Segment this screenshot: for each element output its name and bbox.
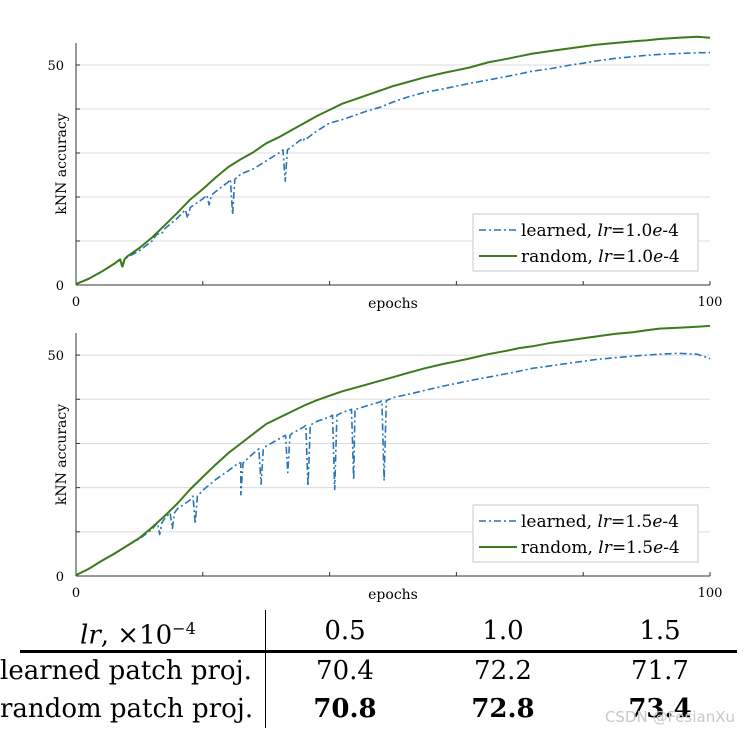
series-line-learned bbox=[75, 51, 710, 285]
series-line-random bbox=[75, 324, 711, 576]
y-tick-label: 50 bbox=[47, 59, 64, 74]
legend-label: random, lr=1.0e-4 bbox=[521, 247, 680, 267]
legend-label: learned, lr=1.5e-4 bbox=[521, 512, 679, 532]
table-rule bbox=[20, 650, 737, 653]
table-row-learned-value-1: 70.4 bbox=[316, 656, 374, 686]
x-tick-label: 0 bbox=[72, 586, 80, 601]
y-tick-label: 0 bbox=[56, 279, 64, 294]
table-row-learned-value-2: 72.2 bbox=[474, 656, 532, 686]
table-row-random-value-1: 70.8 bbox=[313, 694, 377, 724]
x-tick-label: 100 bbox=[698, 586, 723, 601]
series-line-random bbox=[75, 35, 711, 286]
watermark: CSDN @FesianXu bbox=[604, 708, 735, 726]
x-axis-label: epochs bbox=[368, 296, 418, 312]
table-row-learned-value-3: 71.7 bbox=[631, 656, 689, 686]
results-table: lr, ×10−4 0.5 1.0 1.5 learned patch proj… bbox=[0, 608, 755, 738]
x-tick-label: 100 bbox=[698, 295, 723, 310]
y-tick-label: 50 bbox=[47, 349, 64, 364]
y-tick-label: 0 bbox=[56, 570, 64, 585]
y-axis-label: kNN accuracy bbox=[54, 113, 70, 214]
table-header-col-2: 1.0 bbox=[482, 616, 524, 646]
table-row-random-value-3: 73.4 bbox=[628, 694, 692, 724]
table-header-col-1: 0.5 bbox=[324, 616, 366, 646]
table-row-random-label: random patch proj. bbox=[0, 694, 254, 724]
legend-label: learned, lr=1.0e-4 bbox=[521, 221, 679, 241]
legend-box bbox=[472, 504, 699, 563]
x-axis-label: epochs bbox=[368, 587, 418, 603]
table-header-col-3: 1.5 bbox=[639, 616, 681, 646]
table-row-random-value-2: 72.8 bbox=[471, 694, 535, 724]
bottom-plot: 0 100 0 50 epochs kNN accuracy learned, lr=1.5… bbox=[47, 324, 723, 603]
top-plot: 0 100 0 50 epochs kNN accuracy learned, lr=1.0… bbox=[47, 35, 723, 312]
table-header-lr: lr, ×10−4 bbox=[80, 619, 196, 651]
y-axis-label: kNN accuracy bbox=[54, 404, 70, 505]
legend-label: random, lr=1.5e-4 bbox=[521, 538, 680, 558]
table-row-learned-label: learned patch proj. bbox=[0, 656, 252, 686]
x-tick-label: 0 bbox=[72, 295, 80, 310]
charts-area: 0 100 0 50 epochs kNN accuracy learned, lr=1.0… bbox=[47, 35, 723, 603]
legend-box bbox=[472, 213, 699, 272]
table-column-divider bbox=[265, 610, 266, 728]
